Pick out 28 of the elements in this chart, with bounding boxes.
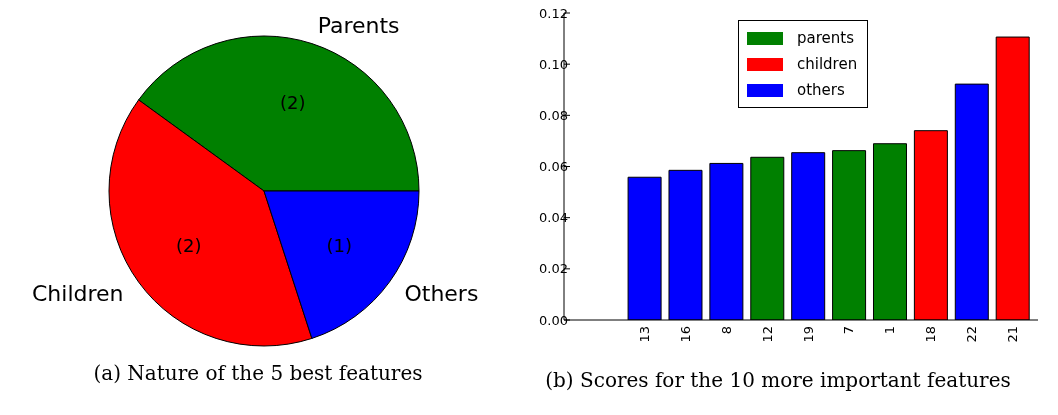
text: (b) Scores for the 10 more important features	[544, 368, 1012, 392]
x-tick-label: 8	[718, 326, 734, 335]
x-tick-label: 16	[677, 326, 693, 343]
x-tick-label: 1	[882, 326, 898, 335]
legend-label: others	[797, 81, 845, 99]
x-tick-label: 12	[759, 326, 775, 343]
y-tick-label: 0.08	[539, 107, 568, 123]
y-tick-label: 0.00	[539, 312, 568, 328]
legend-label: children	[797, 55, 858, 73]
x-tick-label: 18	[923, 326, 939, 343]
y-tick-label: 0.02	[539, 261, 568, 277]
data-label: (1)	[326, 235, 352, 257]
y-tick-label: 0.10	[539, 56, 568, 72]
x-tick-label: 22	[964, 326, 980, 343]
y-tick-label: 0.06	[539, 159, 568, 175]
y-tick-label: 0.04	[539, 210, 568, 226]
x-tick-label: 21	[1005, 326, 1021, 343]
x-tick-label: 7	[841, 326, 857, 335]
slice-label: Parents	[317, 13, 400, 39]
legend-label: parents	[797, 29, 854, 47]
slice-label: Others	[404, 280, 479, 306]
data-label: (2)	[279, 92, 306, 114]
y-tick-label: 0.12	[539, 5, 568, 21]
x-tick-label: 19	[800, 326, 816, 343]
slice-label: Children	[32, 280, 124, 306]
x-tick-label: 13	[636, 326, 652, 343]
data-label: (2)	[176, 235, 202, 257]
text: (a) Nature of the 5 best features	[92, 361, 424, 385]
